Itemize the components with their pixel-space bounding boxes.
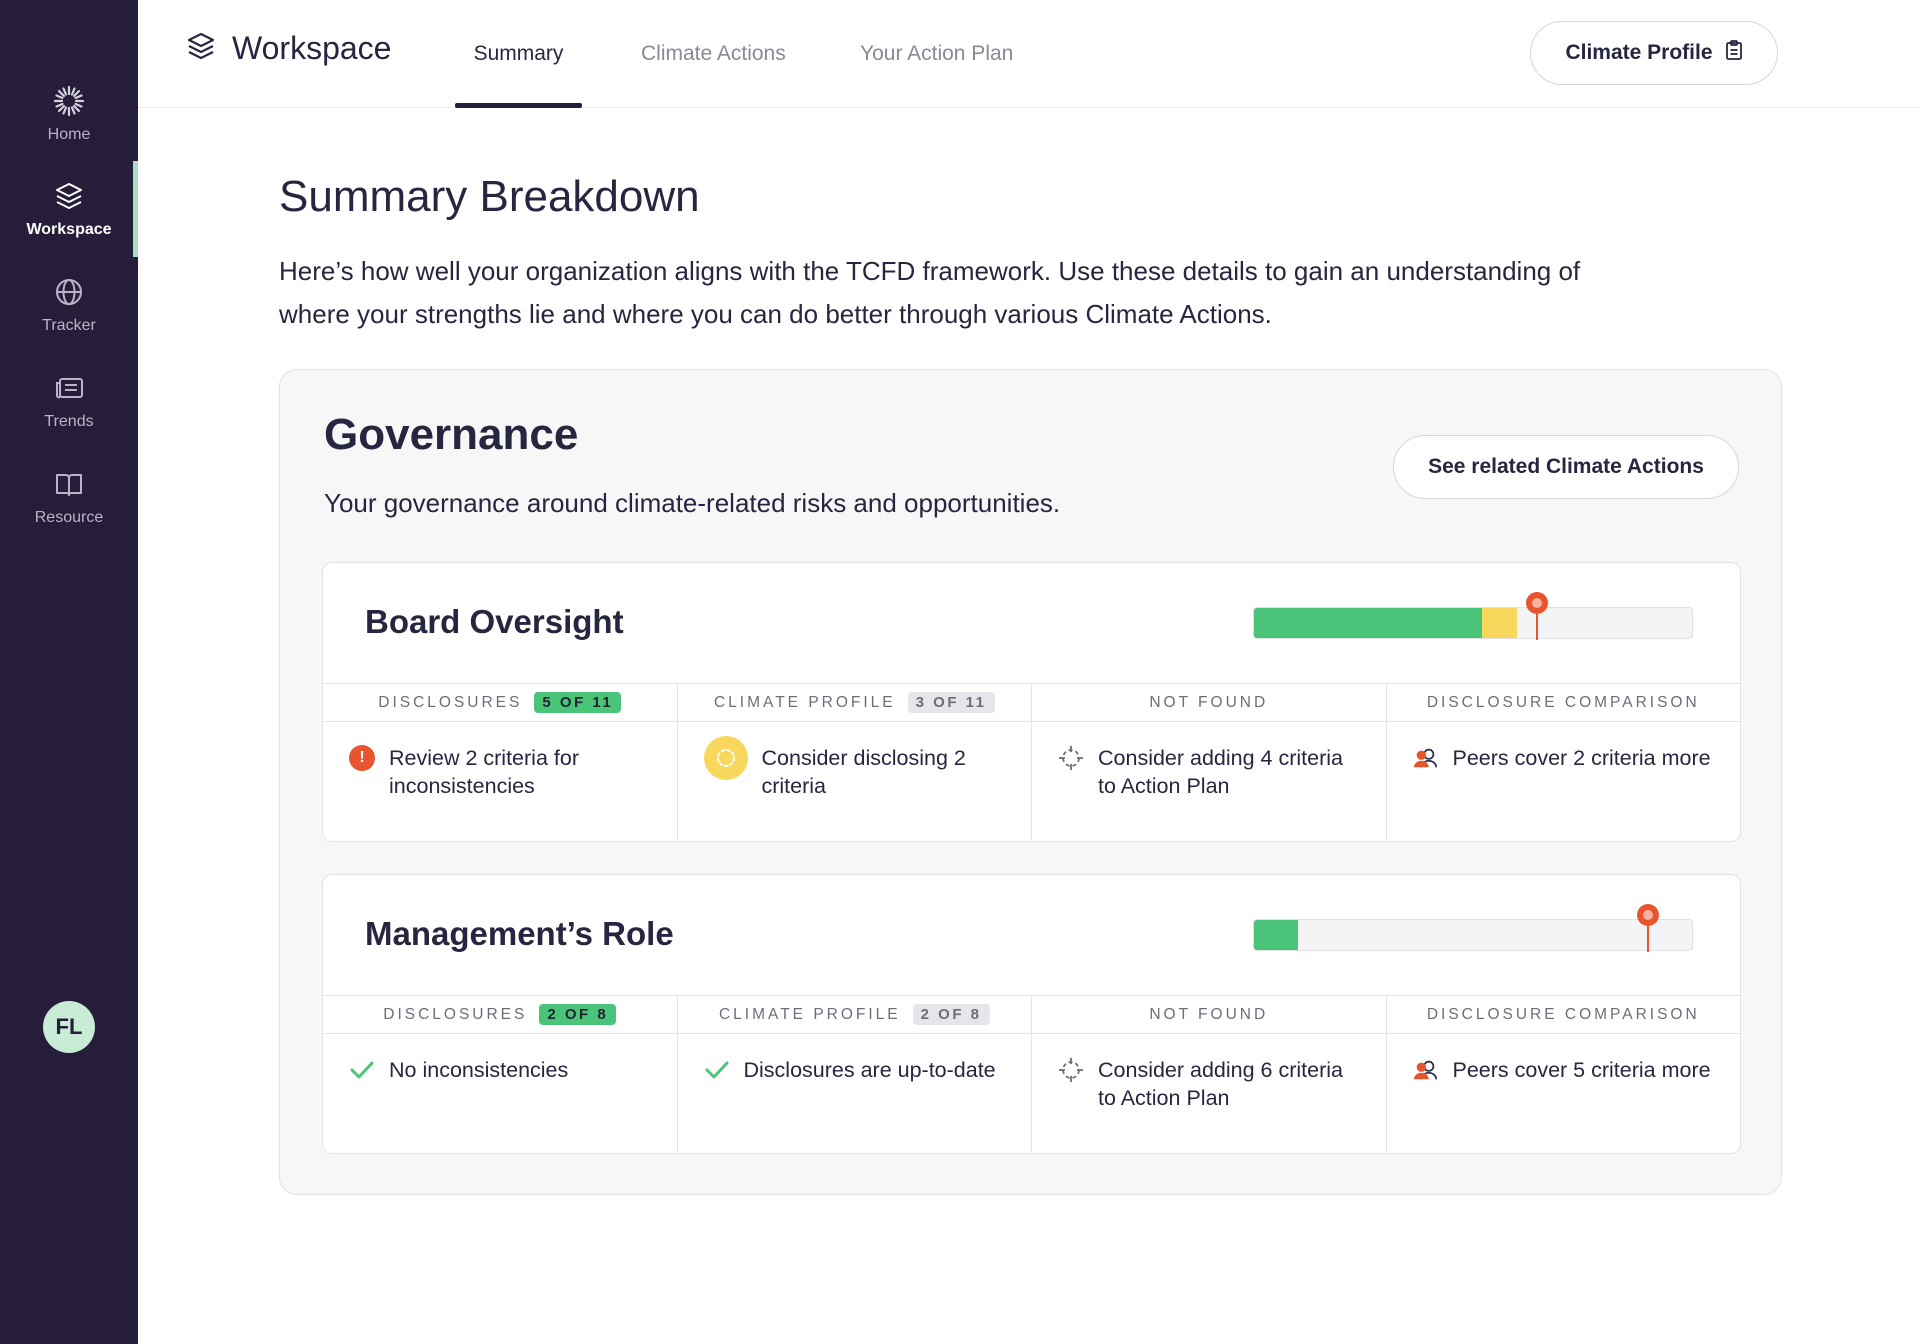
check-icon [349,1057,375,1083]
tab-summary[interactable]: Summary [455,0,582,108]
check-icon [704,1057,730,1083]
sidebar-item-label: Tracker [42,317,96,334]
disclosures-badge: 5 OF 11 [534,692,622,713]
disclosures-badge: 2 OF 8 [539,1004,617,1025]
climate-profile-badge: 2 OF 8 [912,1004,990,1025]
climate-profile-text: Disclosures are up-to-date [743,1058,996,1082]
disclosures-text: Review 2 criteria for inconsistencies [389,746,579,798]
peer-marker-icon[interactable] [1525,592,1548,642]
comparison-text: Peers cover 5 criteria more [1452,1058,1711,1082]
climate-profile-button-label: Climate Profile [1565,41,1713,64]
column-header-label: NOT FOUND [1149,693,1269,711]
governance-section: Governance Your governance around climat… [279,369,1782,1195]
page-title: Summary Breakdown [279,172,700,221]
sidebar-item-label: Trends [44,413,94,430]
climate-profile-column: CLIMATE PROFILE 3 OF 11 Consider disclos… [677,684,1032,841]
layers-icon [52,179,86,213]
page-header-title: Workspace [232,30,392,66]
column-body[interactable]: Consider adding 6 criteria to Action Pla… [1058,1056,1366,1112]
not-found-column: NOT FOUND Consider adding 6 criteria to … [1032,996,1387,1153]
tab-your-action-plan[interactable]: Your Action Plan [860,42,1014,65]
comparison-text: Peers cover 2 criteria more [1452,746,1711,770]
globe-icon [52,275,86,309]
card-grid: DISCLOSURES 5 OF 11 ! Review 2 criteria … [323,683,1740,841]
column-header-label: CLIMATE PROFILE [713,693,896,711]
column-body[interactable]: Peers cover 5 criteria more [1413,1056,1721,1084]
column-header-label: DISCLOSURE COMPARISON [1426,693,1700,711]
column-header: DISCLOSURES 5 OF 11 [323,684,677,722]
sidebar-item-label: Resource [34,509,104,526]
not-found-column: NOT FOUND Consider adding 4 criteria to … [1032,684,1387,841]
peers-icon [1413,1057,1439,1083]
column-header: NOT FOUND [1032,684,1386,722]
column-body[interactable]: No inconsistencies [349,1056,657,1084]
see-related-climate-actions-button[interactable]: See related Climate Actions [1393,435,1739,499]
card-title: Board Oversight [365,603,624,640]
card-managements-role: Management’s Role DISCLOSURES 2 OF 8 [322,874,1741,1154]
crosshair-icon [1058,1057,1084,1083]
column-header: NOT FOUND [1032,996,1386,1034]
not-found-text: Consider adding 4 criteria to Action Pla… [1098,746,1343,798]
climate-profile-badge: 3 OF 11 [907,692,995,713]
layers-icon [186,31,216,66]
clipboard-icon [1725,40,1743,66]
book-icon [52,467,86,501]
card-grid: DISCLOSURES 2 OF 8 No inconsistencies CL… [323,995,1740,1153]
climate-profile-button[interactable]: Climate Profile [1530,21,1778,85]
column-header-label: DISCLOSURES [383,1005,528,1023]
column-body[interactable]: ! Review 2 criteria for inconsistencies [349,744,657,800]
pending-icon [703,736,748,780]
progress-green-segment [1254,920,1298,950]
column-header-label: NOT FOUND [1149,1005,1269,1023]
disclosures-column: DISCLOSURES 2 OF 8 No inconsistencies [323,996,678,1153]
card-title: Management’s Role [365,915,674,952]
sidebar-item-trends[interactable]: Trends [0,353,138,449]
column-body[interactable]: Consider adding 4 criteria to Action Pla… [1058,744,1366,800]
disclosure-comparison-column: DISCLOSURE COMPARISON Peers cover 2 crit… [1386,684,1740,841]
climate-profile-column: CLIMATE PROFILE 2 OF 8 Disclosures are u… [677,996,1032,1153]
sidebar-item-label: Workspace [26,221,112,238]
sidebar-item-resource[interactable]: Resource [0,449,138,545]
sidebar-item-workspace[interactable]: Workspace [0,161,138,257]
avatar[interactable]: FL [43,1001,95,1053]
sidebar: Home Workspace Tracker Trends [0,0,138,1344]
column-header: DISCLOSURE COMPARISON [1386,684,1740,722]
sidebar-item-tracker[interactable]: Tracker [0,257,138,353]
column-header-label: DISCLOSURES [378,693,523,711]
tab-climate-actions[interactable]: Climate Actions [641,42,786,65]
column-header: CLIMATE PROFILE 2 OF 8 [677,996,1031,1034]
alert-icon: ! [349,745,375,771]
section-description: Your governance around climate-related r… [324,488,1061,518]
disclosures-column: DISCLOSURES 5 OF 11 ! Review 2 criteria … [323,684,678,841]
column-header: DISCLOSURES 2 OF 8 [323,996,677,1034]
disclosures-text: No inconsistencies [389,1058,569,1082]
column-header-label: CLIMATE PROFILE [718,1005,901,1023]
progress-yellow-segment [1481,608,1517,638]
crosshair-icon [1058,745,1084,771]
intro-text: Here’s how well your organization aligns… [279,256,1581,329]
progress-green-segment [1254,608,1482,638]
progress-bar [1253,904,1693,952]
not-found-text: Consider adding 6 criteria to Action Pla… [1098,1058,1343,1110]
column-header-label: DISCLOSURE COMPARISON [1426,1005,1700,1023]
peers-icon [1413,745,1439,771]
column-body[interactable]: Peers cover 2 criteria more [1413,744,1721,772]
column-header: DISCLOSURE COMPARISON [1386,996,1740,1034]
card-board-oversight: Board Oversight DISCLOSURES 5 OF 11 ! Re… [322,562,1741,842]
sidebar-item-label: Home [47,126,91,143]
column-header: CLIMATE PROFILE 3 OF 11 [677,684,1031,722]
newspaper-icon [52,371,86,405]
peer-marker-icon[interactable] [1637,904,1660,954]
header: Workspace Summary Climate Actions Your A… [138,0,1920,108]
climate-profile-text: Consider disclosing 2 criteria [761,746,966,798]
section-title: Governance [324,410,579,459]
sidebar-item-home[interactable]: Home [0,66,138,162]
column-body[interactable]: Disclosures are up-to-date [704,1056,1012,1084]
disclosure-comparison-column: DISCLOSURE COMPARISON Peers cover 5 crit… [1386,996,1740,1153]
brand: Workspace [186,30,391,67]
sunburst-icon [52,84,86,118]
progress-bar [1253,592,1693,640]
column-body[interactable]: Consider disclosing 2 criteria [703,736,1012,800]
